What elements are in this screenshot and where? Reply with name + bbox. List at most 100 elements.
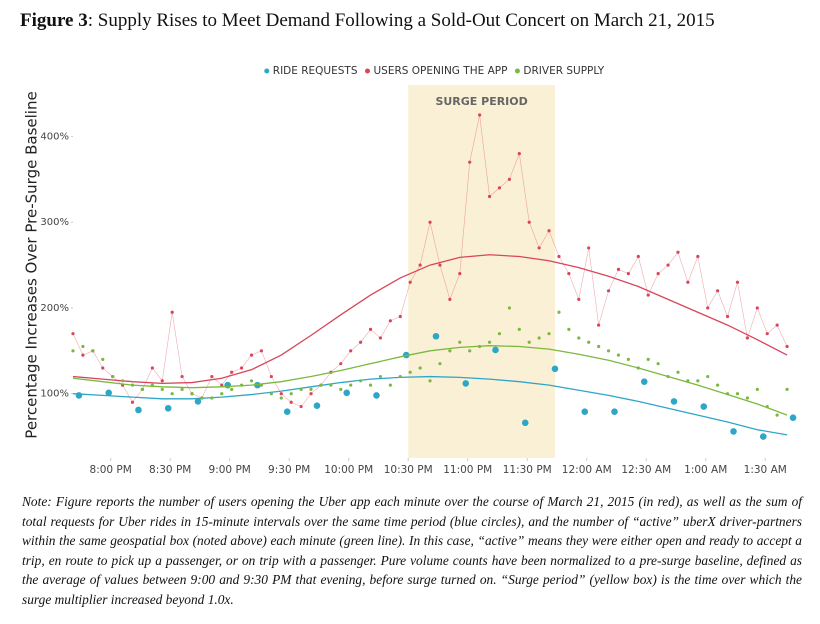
series-dot [448, 349, 452, 353]
request-point [611, 408, 618, 415]
title-text: : Supply Rises to Meet Demand Following … [88, 10, 715, 31]
request-point [373, 392, 380, 399]
series-dot [388, 319, 392, 323]
series-dot [249, 353, 254, 357]
series-dot [706, 306, 710, 310]
request-point [521, 419, 529, 427]
series-dot [577, 336, 581, 340]
series-dot [775, 323, 779, 327]
series-dot [468, 160, 472, 164]
series-dot [349, 383, 353, 387]
series-dot [527, 220, 531, 224]
series-dot [597, 323, 601, 327]
series-dot [418, 263, 422, 267]
request-point [313, 402, 321, 409]
surge-band [408, 85, 555, 458]
series-dot [91, 349, 95, 353]
series-dot [299, 404, 303, 409]
series-dot [81, 353, 85, 357]
series-dot [438, 263, 442, 267]
series-dot [160, 387, 164, 392]
series-dot [646, 357, 650, 361]
series-dot [755, 387, 759, 392]
series-dot [71, 349, 75, 353]
series-dot [765, 332, 769, 336]
request-point [135, 406, 142, 414]
series-dot [716, 383, 720, 387]
series-dot [686, 280, 690, 284]
series-dot [130, 400, 135, 404]
series-dot [725, 314, 730, 319]
series-dot [339, 387, 343, 392]
series-dot [666, 263, 670, 267]
series-dot [438, 362, 442, 366]
series-dot [537, 246, 541, 250]
series-dot [309, 392, 313, 396]
series-dot [468, 349, 472, 353]
x-tick-label: 1:30 AM [744, 464, 787, 476]
series-dot [279, 396, 283, 400]
series-dot [210, 374, 214, 379]
x-tick-label: 9:30 PM [268, 464, 310, 476]
chart-title: Figure 3: Supply Rises to Meet Demand Fo… [20, 10, 715, 31]
series-dot [339, 362, 343, 366]
x-tick-label: 12:30 AM [621, 464, 671, 476]
series-dot [428, 220, 432, 224]
series-dot [676, 370, 680, 374]
series-dot [567, 327, 571, 331]
request-point [670, 398, 678, 405]
series-dot [478, 113, 482, 117]
series-dot [170, 392, 174, 396]
series-dot [716, 289, 720, 293]
series-dot [210, 396, 214, 400]
series-dot [269, 392, 273, 396]
trend-line [72, 254, 788, 385]
series-dot [140, 387, 145, 392]
series-dot [587, 246, 591, 250]
series-dot [359, 340, 363, 344]
x-tick-label: 8:30 PM [149, 464, 191, 476]
y-tick-label: 100% [40, 389, 69, 400]
series-dot [656, 272, 660, 276]
series-dot [735, 392, 740, 396]
x-tick-label: 8:00 PM [90, 464, 132, 476]
x-tick-label: 10:30 PM [384, 464, 433, 476]
series-dot [656, 362, 660, 366]
series-dot [378, 336, 383, 340]
request-point [640, 378, 648, 385]
x-tick-label: 1:00 AM [684, 464, 727, 476]
series-dot [597, 344, 601, 349]
series-dot [517, 327, 521, 331]
y-tick-label: 200% [40, 303, 69, 314]
series-dot [230, 370, 234, 374]
y-tick-label: 400% [40, 131, 69, 142]
series-dot [507, 306, 511, 310]
series-dot [289, 400, 293, 404]
series-dot [299, 387, 303, 392]
request-point [730, 428, 737, 435]
x-tick-label: 11:00 PM [443, 464, 492, 476]
legend: RIDE REQUESTS USERS OPENING THE APP DRIVER… [264, 65, 605, 77]
series-dot [398, 374, 402, 379]
series-dot [170, 310, 174, 314]
request-point [75, 392, 83, 399]
legend-label: RIDE REQUESTS [273, 65, 358, 77]
series-dot [696, 379, 700, 383]
x-tick-label: 12:00 AM [562, 464, 612, 476]
series-dot [587, 340, 591, 344]
series-dot [190, 392, 194, 396]
series-dot [230, 387, 234, 392]
legend-marker [264, 68, 270, 74]
series-dot [785, 387, 789, 392]
series-dot [606, 349, 611, 353]
series-dot [448, 297, 452, 301]
trend-line [72, 375, 788, 436]
series-dot [359, 379, 363, 383]
series-dot [279, 392, 283, 396]
series-dot [309, 387, 313, 392]
series-dot [706, 374, 710, 379]
request-point [254, 381, 261, 389]
request-point [551, 365, 559, 373]
y-axis-label: Percentage Increases Over Pre-Surge Base… [23, 91, 41, 438]
